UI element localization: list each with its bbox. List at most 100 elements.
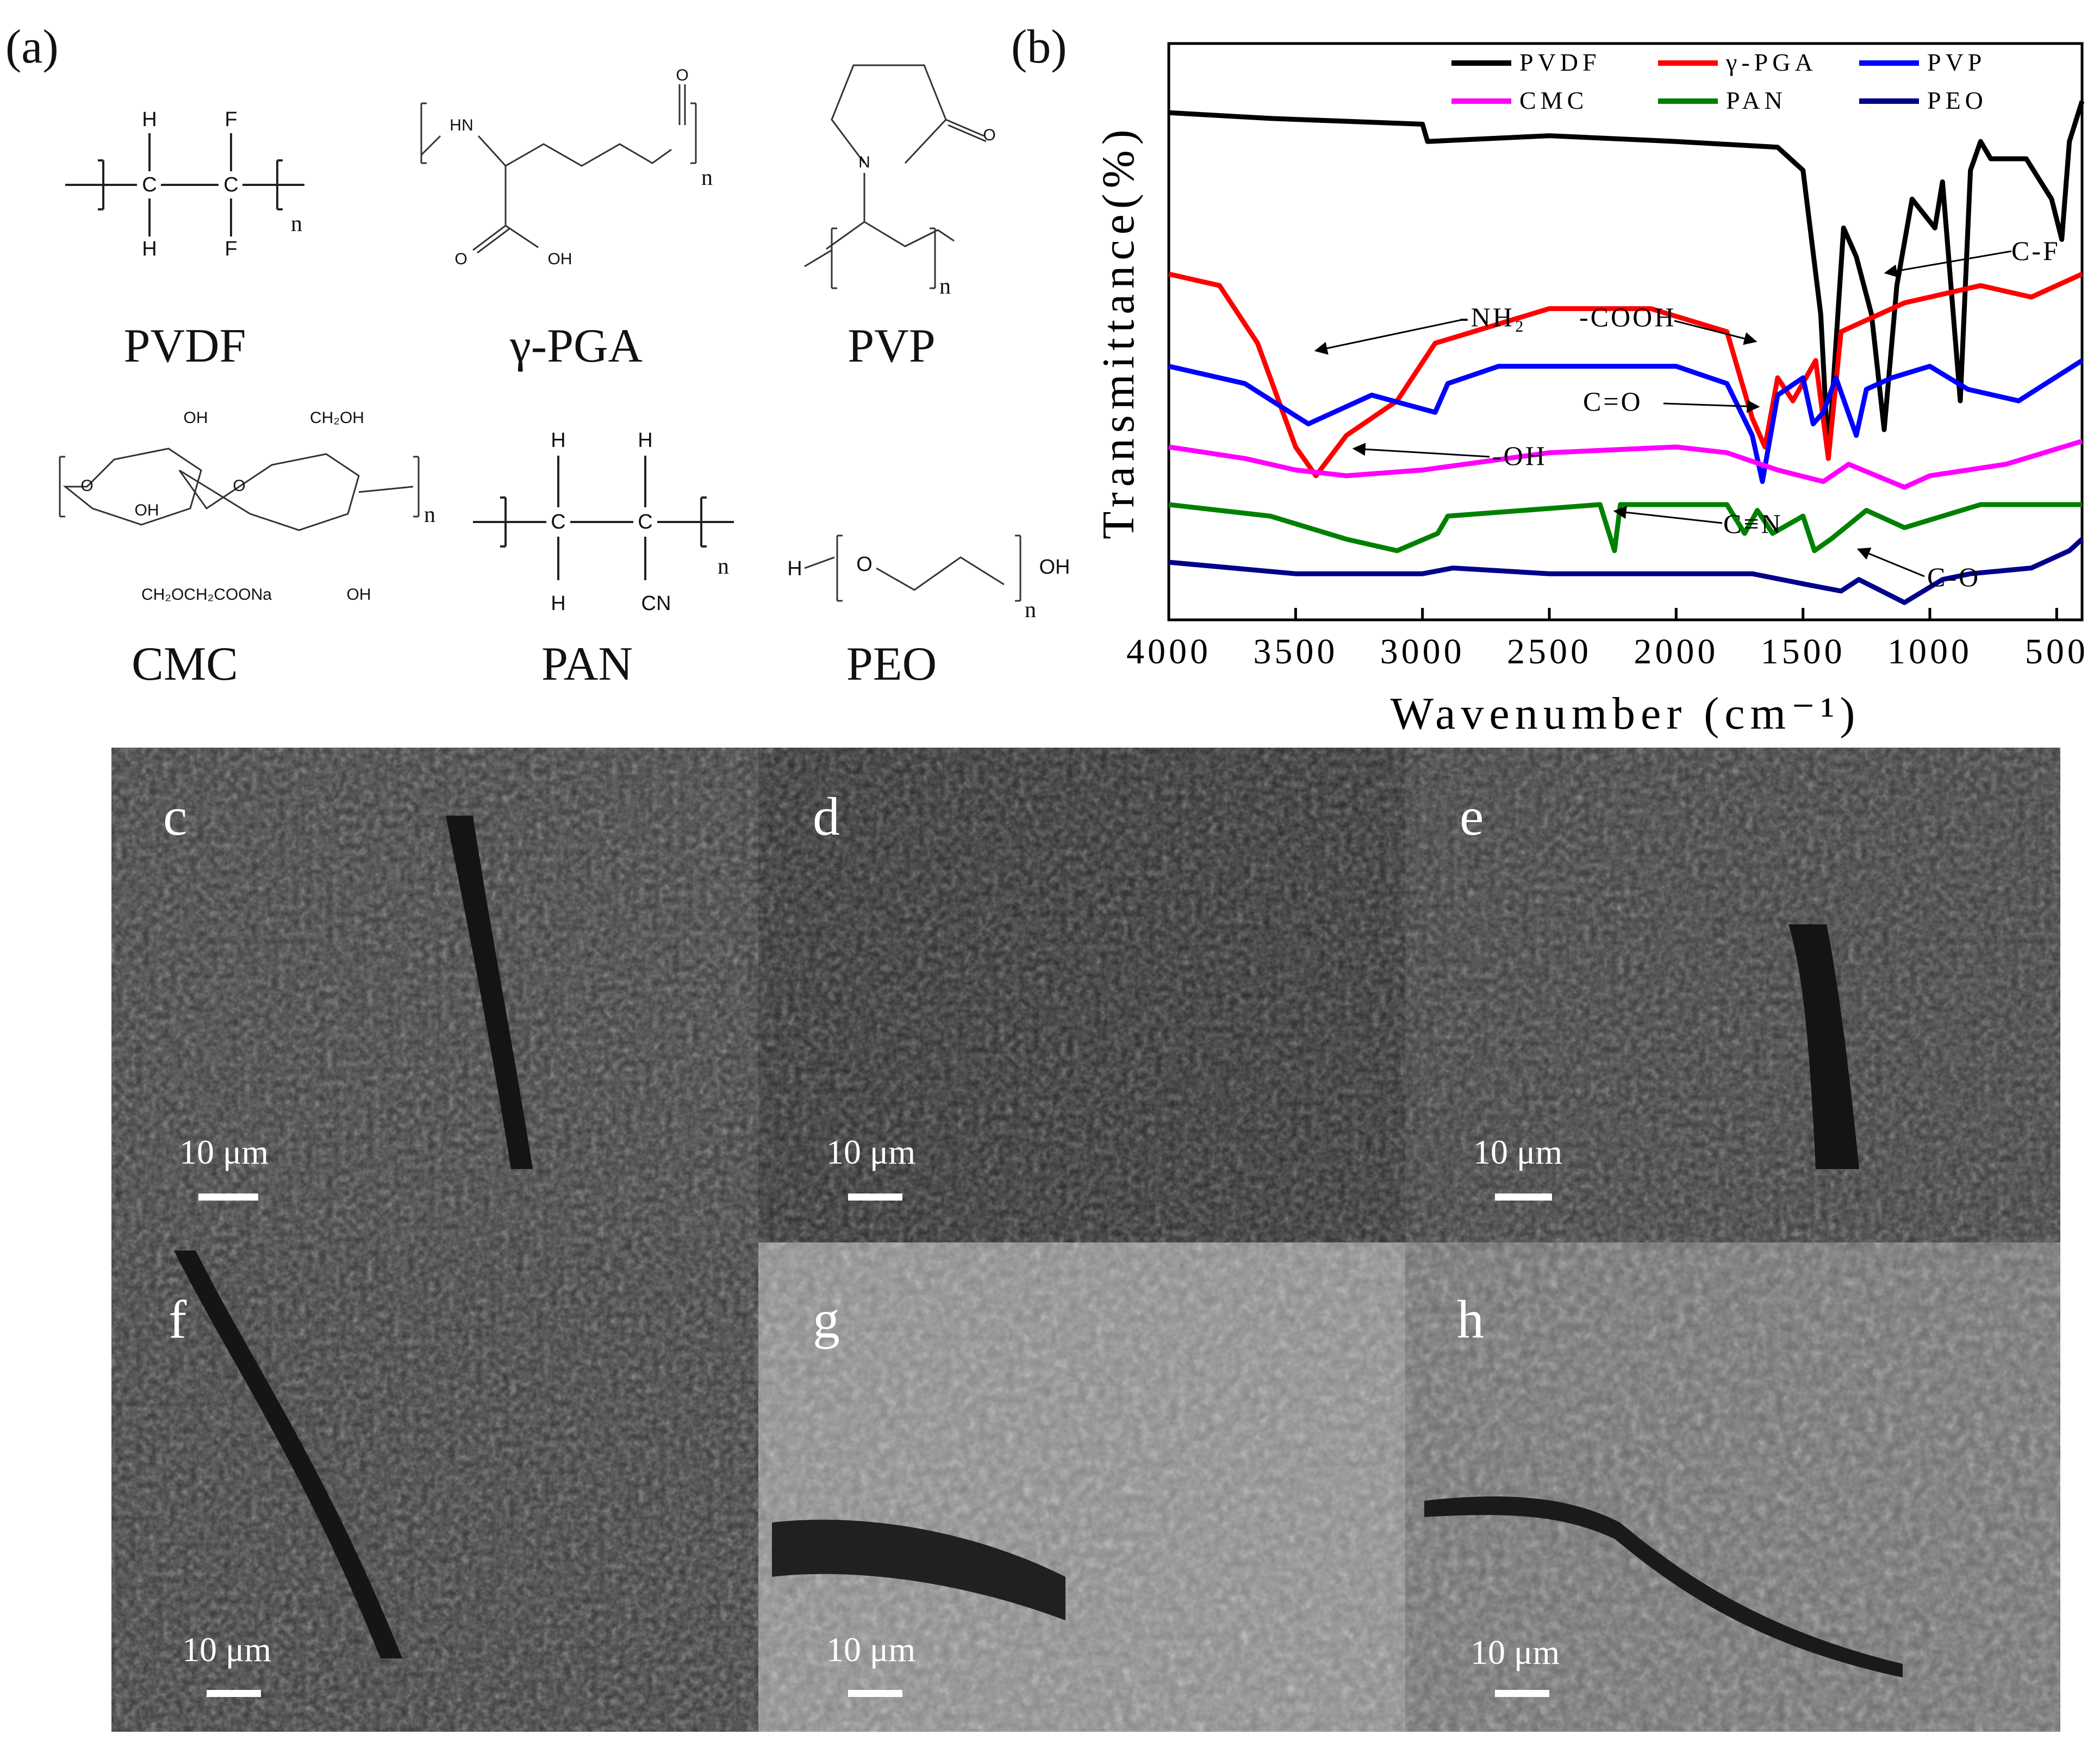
chart-annotations: C-F -NH₂ -COOH C=O -OH C≡N C-O [1314,235,2060,592]
atom-o: O [233,477,245,495]
x-tick-label: 2000 [1634,632,1718,672]
scale-bar [848,1690,902,1697]
annotation-cooh: -COOH [1579,302,1676,332]
sem-label-d: d [813,786,840,847]
panel-label-a: (a) [5,21,59,73]
x-tick-label: 3000 [1380,632,1465,672]
x-tick-label: 1000 [1887,632,1972,672]
atom-o: O [454,250,467,268]
structure-name-pvp: PVP [848,320,935,372]
x-tick-label: 3500 [1253,632,1338,672]
panel-a: (a) C C H H F F n PVDF N H O n [5,21,1070,691]
scale-bar [207,1690,261,1697]
pvdf-bracket-right [276,159,283,210]
atom-oh: OH [1039,556,1070,579]
sem-panel-f: f 10 μm [111,1242,758,1732]
structure-cmc: O O OH OH CH₂OH OH CH₂OCH₂COONa n CMC [59,409,435,691]
legend-label: γ-PGA [1725,48,1817,76]
atom-h: H [450,116,462,134]
x-tick-label: 1500 [1761,632,1846,672]
atom-o: O [676,66,688,84]
subscript-n: n [424,502,435,527]
structure-name-cmc: CMC [132,638,238,691]
atom-o: O [856,553,873,576]
atom-h: H [551,429,565,452]
structure-pga: N H O n O OH γ-PGA [420,66,713,372]
sem-panel-d: d 10 μm [758,748,1405,1242]
atom-f: F [225,108,237,131]
atom-o: O [80,477,93,495]
series-line-cmc [1168,439,2083,490]
annotation-oh: -OH [1492,440,1547,471]
series-line-pvdf [1168,100,2085,461]
sem-label-g: g [813,1289,840,1350]
sem-grid: c 10 μm d 10 μm e 10 μm f 10 μm [111,748,2060,1732]
atom-oh: OH [548,250,572,268]
atom-ch2oh: CH₂OH [310,409,364,427]
scale-bar [848,1193,902,1201]
series-line-pvp [1168,358,2084,484]
atom-n: N [858,153,870,171]
subscript-n: n [718,554,729,579]
scale-bar [1495,1690,1549,1697]
legend-label: CMC [1519,86,1588,114]
subscript-n: n [939,274,951,299]
atom-h: H [638,429,652,452]
legend-label: PAN [1726,86,1787,114]
sem-panel-h: h 10 μm [1405,1242,2060,1732]
structure-name-pga: γ-PGA [509,320,643,372]
legend-label: PVP [1927,48,1986,76]
structure-peo: H O n OH PEO [787,534,1070,691]
atom-oh: OH [347,586,371,604]
sem-panel-g: g 10 μm [758,1242,1405,1732]
atom-oh: OH [135,501,159,519]
annotation-c-triple-n: C≡N [1723,508,1783,539]
sem-label-e: e [1460,786,1484,847]
atom-h: H [142,238,157,260]
x-tick-label: 500 [2025,632,2089,672]
scale-bar-label: 10 μm [826,1630,915,1669]
atom-o: O [983,126,995,144]
structure-name-pvdf: PVDF [124,320,246,372]
annotation-nh2: -NH₂ [1460,302,1526,332]
chart-legend: PVDF γ-PGA PVP CMC PAN PEO [1451,48,1987,114]
y-axis-title: Transmittance(%) [1093,124,1144,539]
sem-panel-e: e 10 μm [1405,748,2060,1242]
series-line-peo [1168,537,2084,605]
atom-h: H [142,108,157,131]
x-axis-ticks: 4000 3500 3000 2500 2000 1500 1000 500 [1126,608,2089,672]
x-axis-title: Wavenumber (cm⁻¹) [1391,688,1861,739]
scale-bar [198,1193,258,1201]
atom-n: N [462,116,473,134]
scale-bar-label: 10 μm [826,1133,915,1171]
annotation-c-f: C-F [2011,235,2060,266]
series-line-pga [1168,271,2083,478]
pvdf-bracket-left [98,159,104,210]
sem-label-c: c [163,786,187,847]
chart-series [1168,100,2085,605]
x-tick-label: 4000 [1126,632,1211,672]
sem-label-f: f [169,1289,187,1350]
scale-bar-label: 10 μm [1473,1133,1562,1171]
atom-c: C [638,511,652,533]
atom-c: C [223,173,238,196]
plot-frame [1167,42,2084,621]
atom-c: C [551,511,565,533]
subscript-n: n [291,212,302,237]
scale-bar [1495,1193,1552,1201]
annotation-c-o: C-O [1927,562,1980,592]
subscript-n: n [1025,598,1036,623]
subscript-n: n [701,165,713,190]
panel-b: (b) 4000 3500 3000 2500 2000 1500 1000 500 Wave… [1011,21,2089,739]
structure-name-pan: PAN [541,638,633,691]
atom-cn: CN [641,592,671,615]
atom-h: H [551,592,565,615]
structure-pvp: O N n PVP [804,64,996,372]
legend-label: PEO [1927,86,1987,114]
panel-label-b: (b) [1011,21,1067,73]
scale-bar-label: 10 μm [179,1133,269,1171]
sem-panel-c: c 10 μm [111,748,758,1242]
scale-bar-label: 10 μm [1470,1633,1560,1671]
legend-label: PVDF [1519,48,1601,76]
